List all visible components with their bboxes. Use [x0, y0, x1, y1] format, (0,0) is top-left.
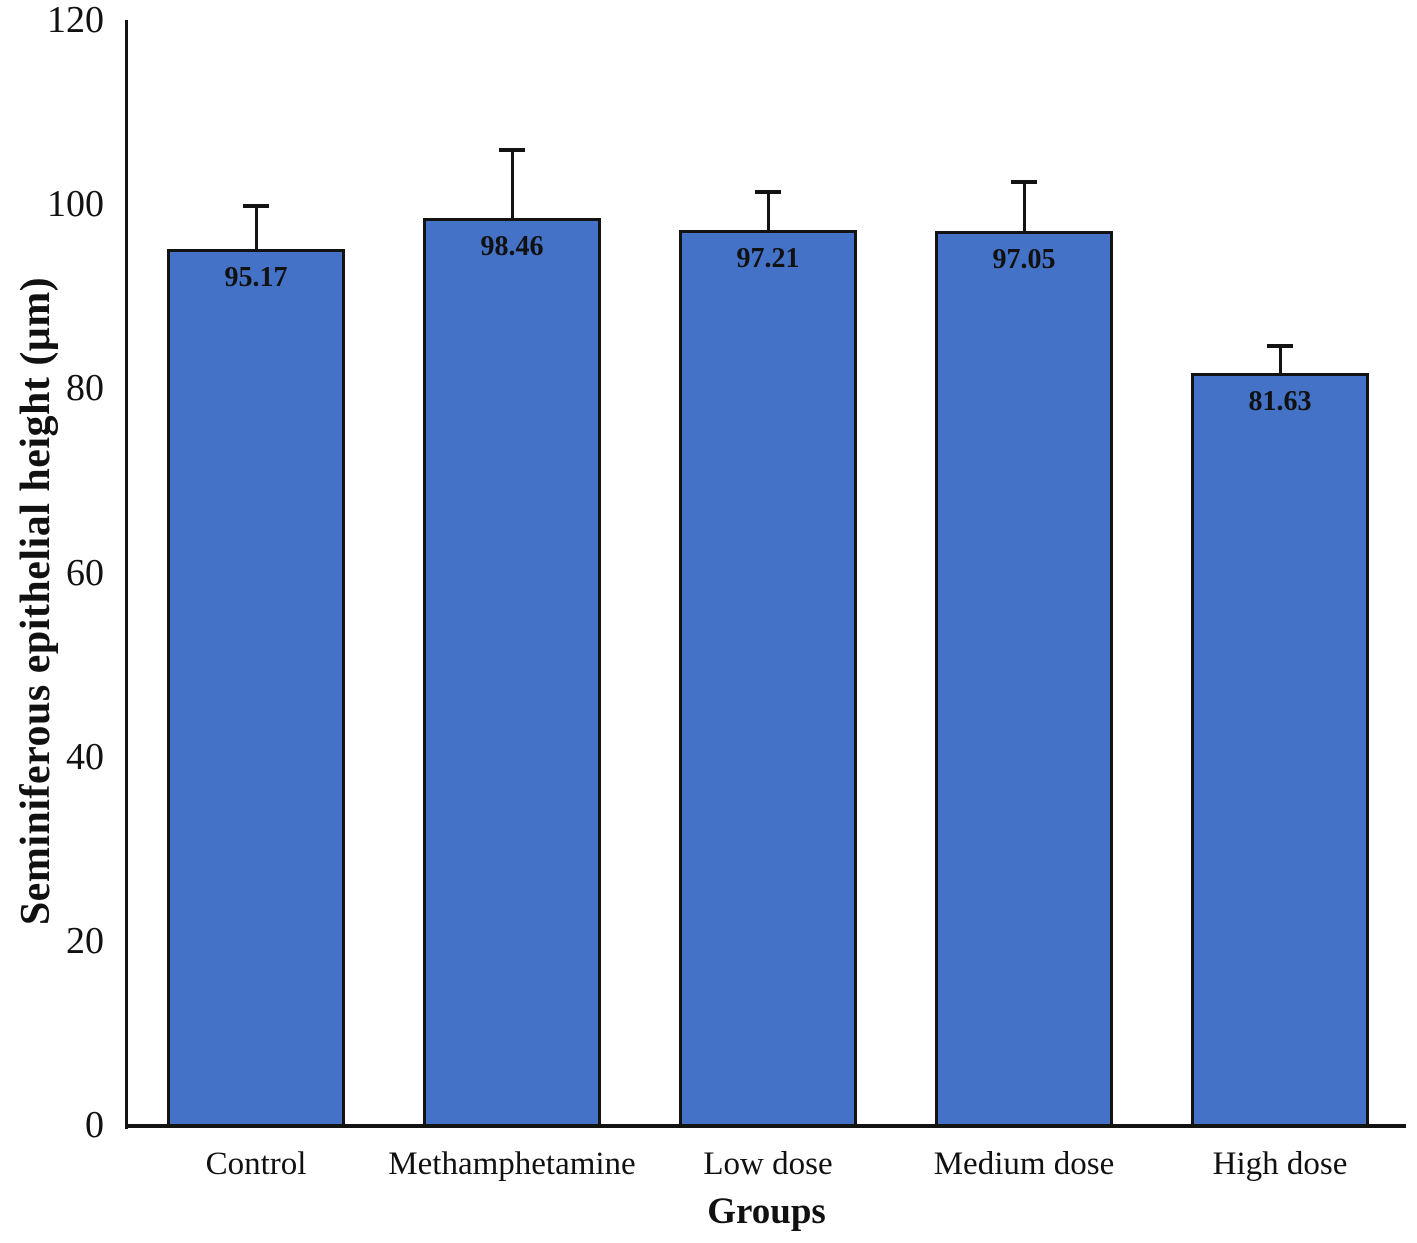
error-bar-cap: [1267, 343, 1293, 348]
y-tick-label-40: 40: [66, 735, 104, 778]
bar-value-label: 95.17: [224, 261, 288, 293]
x-tick-label-control: Control: [205, 1146, 307, 1182]
y-tick-label-20: 20: [66, 919, 104, 962]
bar-value-label: 97.21: [736, 242, 800, 274]
x-tick-label-methamphetamine: Methamphetamine: [388, 1146, 636, 1182]
error-bar-line: [254, 207, 258, 249]
bar-value-label: 97.05: [992, 244, 1056, 276]
error-bar-line: [510, 151, 514, 219]
error-bar-cap: [1011, 180, 1037, 185]
bar-methamphetamine: [423, 218, 601, 1127]
error-bar-line: [1278, 346, 1282, 374]
x-tick-label-low-dose: Low dose: [703, 1146, 833, 1182]
y-tick-label-120: 120: [47, 0, 104, 41]
x-tick-label-medium-dose: Medium dose: [933, 1146, 1115, 1182]
error-bar-cap: [499, 148, 525, 153]
bar-value-label: 81.63: [1248, 386, 1312, 418]
bar-low-dose: [679, 229, 857, 1127]
x-axis-title: Groups: [707, 1191, 826, 1232]
error-bar-cap: [243, 204, 269, 209]
x-tick-label-high-dose: High dose: [1212, 1146, 1348, 1182]
bar-control: [167, 248, 345, 1127]
error-bar-line: [766, 193, 770, 230]
y-tick-label-100: 100: [47, 183, 104, 226]
y-axis-line: [125, 20, 128, 1129]
bar-value-label: 98.46: [480, 231, 544, 263]
y-tick-label-60: 60: [66, 551, 104, 594]
y-tick-label-80: 80: [66, 367, 104, 410]
bar-high-dose: [1191, 373, 1369, 1127]
error-bar-cap: [755, 190, 781, 195]
error-bar-line: [1022, 183, 1026, 232]
bar-medium-dose: [935, 231, 1113, 1127]
y-tick-label-0: 0: [85, 1104, 104, 1146]
